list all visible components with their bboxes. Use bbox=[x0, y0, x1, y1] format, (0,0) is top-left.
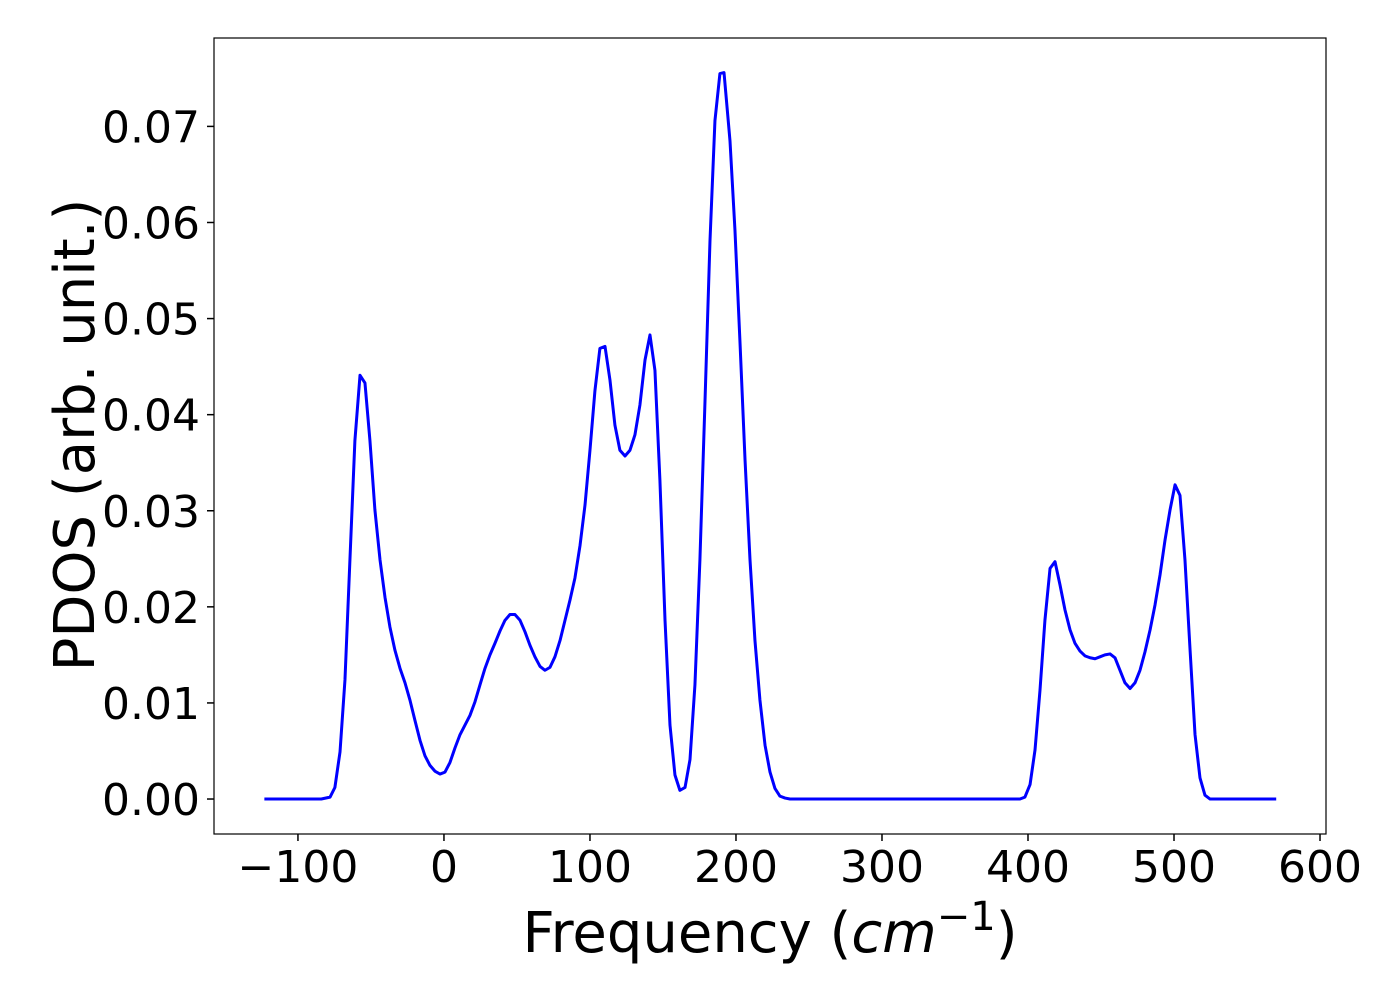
x-tick-label: −100 bbox=[238, 842, 359, 893]
x-tick-label: 200 bbox=[694, 842, 778, 893]
x-tick-label: 600 bbox=[1278, 842, 1362, 893]
x-tick-label: 100 bbox=[548, 842, 632, 893]
y-tick-label: 0.05 bbox=[102, 295, 200, 346]
y-tick-label: 0.03 bbox=[102, 487, 200, 538]
x-tick-label: 0 bbox=[430, 842, 458, 893]
y-tick-label: 0.06 bbox=[102, 198, 200, 249]
x-label-part: Frequency ( bbox=[522, 901, 851, 966]
plot-frame bbox=[213, 37, 1327, 835]
y-tick-label: 0.07 bbox=[102, 102, 200, 153]
x-tick-label: 400 bbox=[986, 842, 1070, 893]
y-tick-label: 0.01 bbox=[102, 679, 200, 730]
y-tick-label: 0.04 bbox=[102, 391, 200, 442]
y-tick-label: 0.00 bbox=[102, 775, 200, 826]
x-label-part: ) bbox=[996, 901, 1018, 966]
x-label-part: −1 bbox=[937, 894, 996, 940]
y-tick-label: 0.02 bbox=[102, 583, 200, 634]
x-axis-label: Frequency (cm−1) bbox=[522, 894, 1017, 966]
x-label-part: cm bbox=[851, 901, 936, 966]
x-tick-label: 300 bbox=[840, 842, 924, 893]
y-axis-label: PDOS (arb. unit.) bbox=[43, 199, 108, 672]
data-line bbox=[264, 71, 1277, 801]
x-tick-label: 500 bbox=[1132, 842, 1216, 893]
